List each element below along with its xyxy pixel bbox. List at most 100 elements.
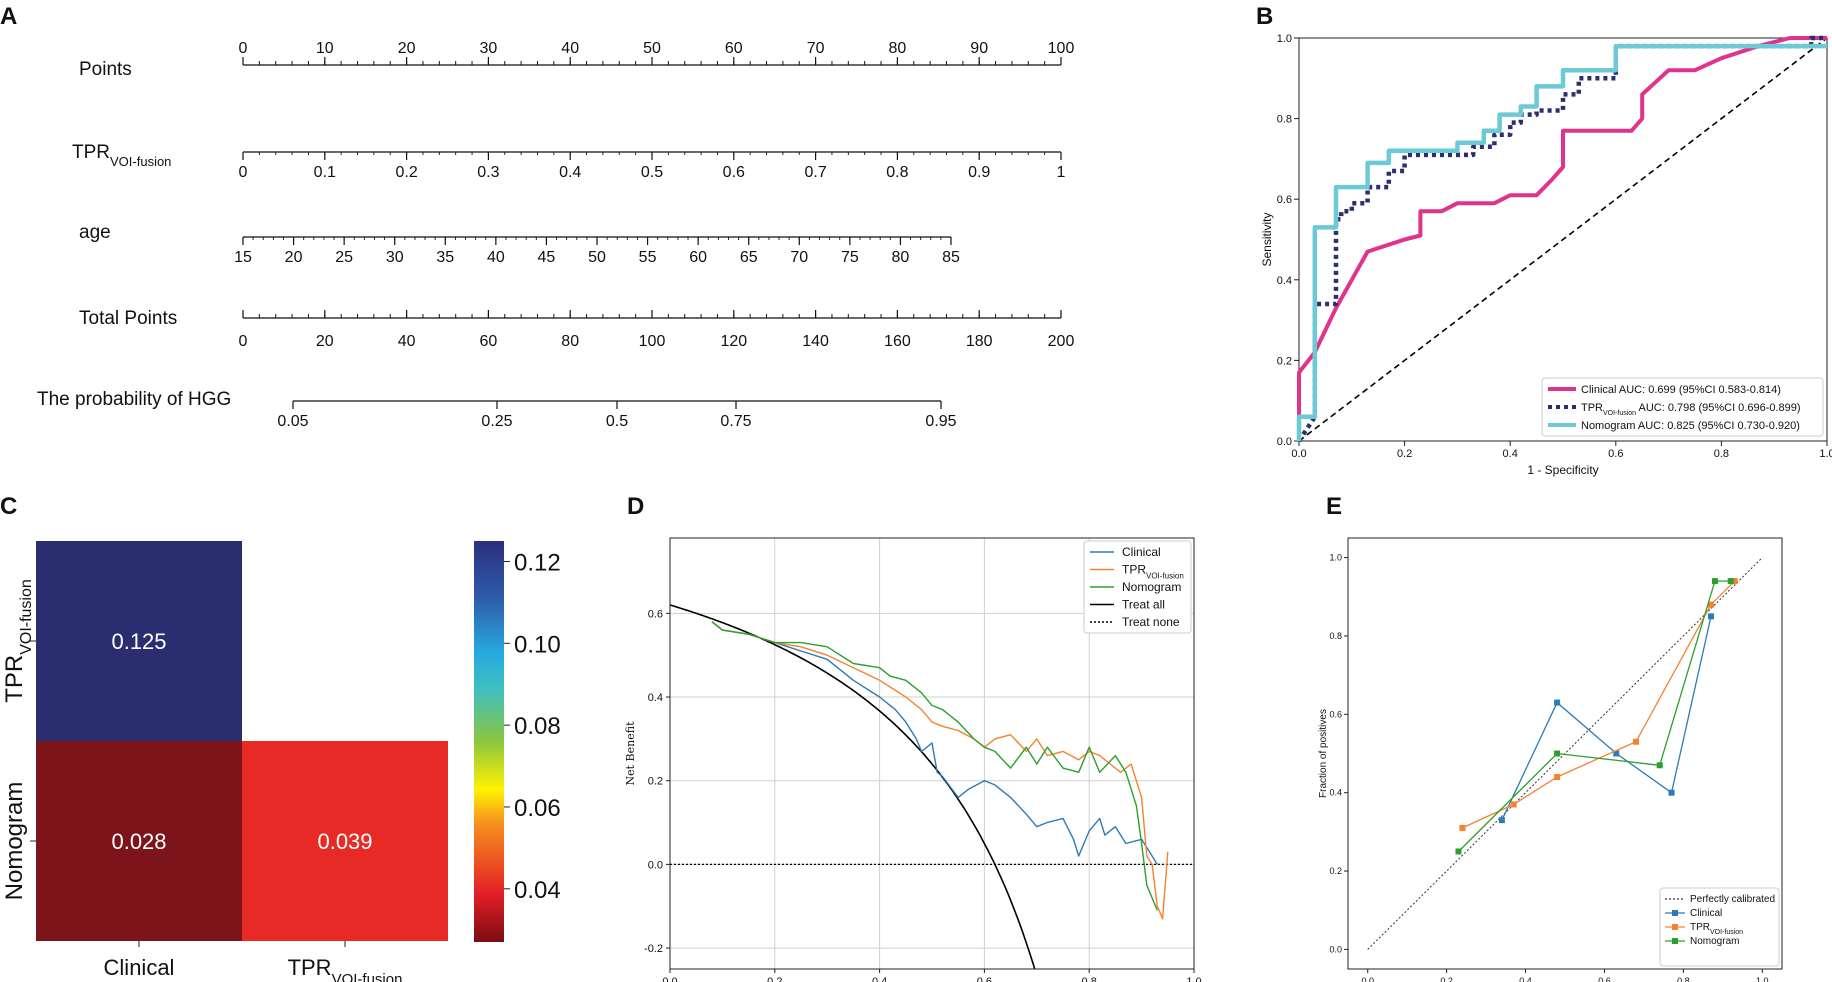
- nomogram-tick-label: 0.05: [277, 413, 308, 430]
- nomogram-tick-label: 0: [239, 40, 248, 57]
- nomogram-axis-label: TPRVOI-fusion: [72, 142, 171, 169]
- nomogram-tick-label: 0.4: [559, 164, 581, 181]
- calibration-legend-label: TPRVOI-fusion: [1690, 922, 1743, 936]
- nomogram-tick-label: 40: [561, 40, 579, 57]
- dca-x-tick-label: 0.6: [977, 976, 992, 982]
- roc-x-axis-label: 1 - Specificity: [1527, 463, 1598, 477]
- roc-y-tick-label: 0.0: [1277, 436, 1292, 448]
- panel-label-d: D: [627, 493, 644, 520]
- colorbar-tick-label: 0.06: [514, 795, 561, 822]
- nomogram-tick-label: 0.25: [481, 413, 512, 430]
- calibration-x-tick-label: 0.6: [1598, 976, 1611, 982]
- dca-y-tick-label: 0.6: [648, 608, 663, 620]
- decision-curve-panel: 0.00.20.40.60.81.0-0.20.00.20.40.6Thresh…: [624, 537, 1202, 982]
- nomogram-tick-label: 0: [239, 333, 248, 350]
- nomogram-tick-label: 0.8: [886, 164, 908, 181]
- dca-legend-label: Treat none: [1122, 615, 1180, 629]
- calibration-y-axis-label: Fraction of positives: [1318, 709, 1329, 798]
- roc-legend-box: [1541, 377, 1824, 437]
- heatmap-row-label: Nomogram: [1, 782, 28, 901]
- nomogram-tick-label: 0: [239, 164, 248, 181]
- nomogram-tick-label: 30: [386, 249, 404, 266]
- roc-x-tick-label: 0.0: [1291, 448, 1306, 460]
- nomogram-tick-label: 180: [966, 333, 993, 350]
- nomogram-axis-label: Points: [79, 59, 132, 80]
- calibration-point: [1668, 789, 1675, 796]
- dca-legend-label: TPRVOI-fusion: [1122, 563, 1184, 581]
- calibration-point: [1711, 578, 1718, 585]
- nomogram-tick-label: 50: [643, 40, 661, 57]
- nomogram-axis-label: age: [79, 222, 111, 243]
- nomogram-tick-label: 0.7: [804, 164, 826, 181]
- roc-legend: Clinical AUC: 0.699 (95%CI 0.583-0.814) T…: [1541, 377, 1824, 437]
- calibration-legend-marker: [1672, 924, 1678, 930]
- dca-x-tick-label: 0.8: [1082, 976, 1097, 982]
- nomogram-tick-label: 1: [1057, 164, 1066, 181]
- roc-x-tick-label: 0.4: [1503, 448, 1518, 460]
- nomogram-tick-label: 140: [802, 333, 829, 350]
- calibration-panel: 0.00.20.40.60.81.00.00.20.40.60.81.0Mean…: [1318, 537, 1783, 982]
- roc-y-axis-label: Sensitivity: [1260, 212, 1274, 266]
- nomogram-tick-label: 20: [316, 333, 334, 350]
- calibration-point: [1554, 750, 1561, 757]
- calibration-point: [1510, 801, 1517, 808]
- heatmap-cell: [36, 541, 242, 741]
- nomogram-tick-label: 120: [720, 333, 747, 350]
- calibration-point: [1633, 738, 1640, 745]
- dca-legend-label: Treat all: [1122, 598, 1165, 612]
- roc-legend-label: Nomogram AUC: 0.825 (95%CI 0.730-0.920): [1581, 420, 1800, 432]
- panel-label-c: C: [0, 493, 17, 520]
- nomogram-tick-label: 100: [639, 333, 666, 350]
- roc-y-tick-label: 0.2: [1277, 355, 1292, 367]
- calibration-perfect-line: [1367, 557, 1763, 950]
- heatmap-cell: [242, 741, 448, 941]
- nomogram-tick-label: 60: [689, 249, 707, 266]
- dca-series-line: [711, 621, 1158, 911]
- nomogram-tick-label: 30: [480, 40, 498, 57]
- roc-series-line: [1297, 36, 1827, 441]
- nomogram-tick-label: 80: [892, 249, 910, 266]
- roc-series-line: [1297, 35, 1827, 443]
- calibration-series-line: [1501, 616, 1712, 821]
- calibration-point: [1498, 817, 1505, 824]
- calibration-legend-marker: [1672, 910, 1678, 916]
- nomogram-tick-label: 0.5: [641, 164, 663, 181]
- roc-y-tick-label: 1.0: [1277, 33, 1292, 45]
- roc-series-line: [1298, 37, 1828, 442]
- colorbar: [474, 541, 504, 942]
- dca-y-axis-label: Net Benefit: [624, 721, 637, 786]
- panel-label-b: B: [1256, 3, 1273, 30]
- heatmap-cell-label: 0.039: [317, 829, 372, 854]
- calibration-point: [1656, 762, 1663, 769]
- roc-legend-label: TPRVOI-fusion AUC: 0.798 (95%CI 0.696-0.…: [1581, 402, 1801, 417]
- dca-legend-box: [1083, 540, 1192, 634]
- calibration-y-tick-label: 0.6: [1329, 709, 1342, 719]
- nomogram-axis-label: The probability of HGG: [37, 389, 231, 410]
- nomogram-tick-label: 0.6: [723, 164, 745, 181]
- nomogram-tick-label: 70: [807, 40, 825, 57]
- calibration-legend-label: Clinical: [1690, 908, 1722, 919]
- calibration-point: [1613, 750, 1620, 757]
- roc-y-tick-label: 0.6: [1277, 194, 1292, 206]
- dca-y-tick-label: -0.2: [644, 943, 663, 955]
- nomogram-tick-label: 0.1: [314, 164, 336, 181]
- calibration-y-tick-label: 0.8: [1329, 631, 1342, 641]
- nomogram-tick-label: 80: [889, 40, 907, 57]
- calibration-x-tick-label: 1.0: [1756, 976, 1769, 982]
- nomogram-tick-label: 40: [487, 249, 505, 266]
- nomogram-axis: age 15 20 25 30 35 40 45 50 55 60 65 70 75 80 85: [79, 222, 960, 266]
- calibration-point: [1727, 578, 1734, 585]
- roc-x-tick-label: 0.6: [1608, 448, 1623, 460]
- nomogram-tick-label: 160: [884, 333, 911, 350]
- dca-x-tick-label: 0.0: [662, 976, 677, 982]
- nomogram-tick-label: 25: [335, 249, 353, 266]
- dca-series-line: [711, 621, 1169, 920]
- nomogram-tick-label: 200: [1048, 333, 1075, 350]
- dca-y-tick-label: 0.2: [648, 776, 663, 788]
- nomogram-axis: The probability of HGG 0.05 0.25 0.5 0.75 0.9…: [37, 389, 957, 430]
- nomogram-tick-label: 20: [285, 249, 303, 266]
- nomogram-tick-label: 15: [234, 249, 252, 266]
